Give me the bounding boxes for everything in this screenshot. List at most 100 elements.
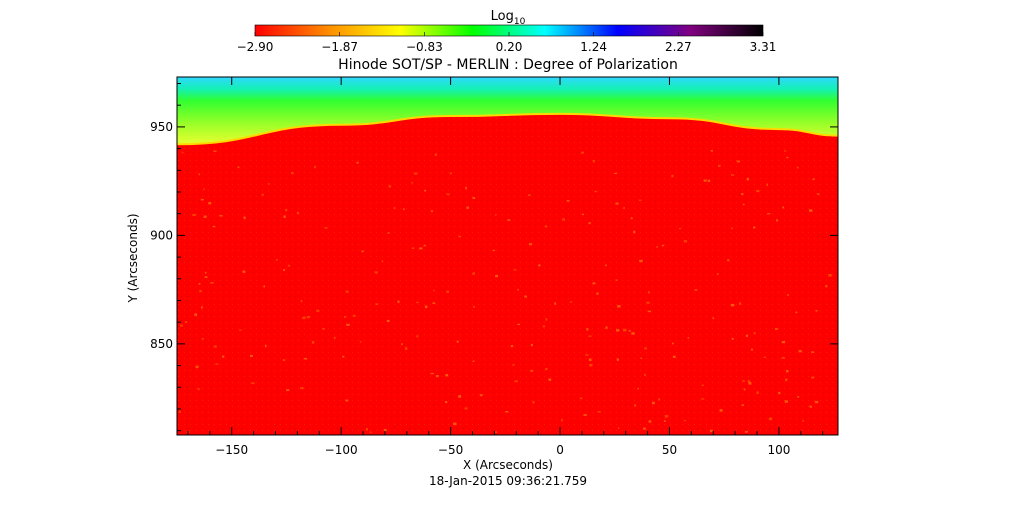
speckle <box>383 428 387 432</box>
speckle <box>709 429 713 433</box>
speckle <box>637 387 639 390</box>
speckle <box>815 310 818 312</box>
speckle <box>517 323 521 326</box>
speckle <box>185 321 188 323</box>
speckle <box>775 328 778 330</box>
speckle <box>416 335 419 338</box>
speckle <box>811 351 815 353</box>
speckle <box>465 186 467 190</box>
speckle <box>786 370 789 373</box>
speckle <box>464 407 468 410</box>
speckle <box>239 329 242 331</box>
speckle <box>446 290 450 293</box>
speckle <box>745 334 749 338</box>
speckle <box>322 328 325 330</box>
speckle <box>283 215 286 219</box>
speckle <box>424 189 427 192</box>
speckle <box>411 247 415 249</box>
speckle <box>251 382 255 385</box>
speckle <box>456 340 459 343</box>
speckle <box>286 389 290 392</box>
speckle <box>401 343 403 345</box>
speckle <box>763 356 767 358</box>
speckle <box>529 243 533 246</box>
speckle <box>510 345 514 348</box>
speckle <box>261 193 264 196</box>
timestamp: 18-Jan-2015 09:36:21.759 <box>429 474 587 488</box>
colorbar-tick-label: 0.20 <box>496 40 523 54</box>
x-tick-label: −150 <box>215 443 248 457</box>
speckle <box>616 329 620 332</box>
speckle <box>545 225 548 228</box>
speckle <box>303 357 308 360</box>
speckle <box>530 369 534 373</box>
speckle <box>545 318 548 321</box>
speckle <box>514 380 518 383</box>
speckle <box>203 188 206 190</box>
speckle <box>388 185 392 188</box>
speckle <box>694 289 698 291</box>
speckle <box>592 159 595 163</box>
speckle <box>679 227 682 230</box>
speckle <box>200 198 204 201</box>
speckle <box>581 151 585 154</box>
speckle <box>530 343 533 347</box>
speckle <box>646 301 650 304</box>
speckle <box>687 337 690 339</box>
speckle <box>283 269 286 271</box>
speckle <box>631 332 635 335</box>
speckle <box>361 250 364 253</box>
speckle <box>445 401 448 404</box>
speckle <box>449 172 452 175</box>
speckle <box>180 324 183 327</box>
speckle <box>446 193 450 196</box>
y-tick-label: 950 <box>150 120 173 134</box>
speckle <box>633 230 636 234</box>
speckle <box>192 213 196 216</box>
y-tick-label: 900 <box>150 228 173 242</box>
speckle <box>661 244 665 247</box>
speckle <box>671 174 674 178</box>
speckle <box>809 209 813 212</box>
speckle <box>628 330 631 332</box>
speckle <box>333 336 336 340</box>
speckle <box>204 276 208 279</box>
speckle <box>639 259 643 263</box>
speckle <box>664 415 669 418</box>
speckle <box>311 341 315 344</box>
speckle <box>548 378 552 381</box>
speckle <box>198 283 201 285</box>
speckle <box>767 213 771 215</box>
speckle <box>213 345 217 348</box>
speckle <box>766 183 769 187</box>
speckle <box>433 289 435 292</box>
colorbar-tick-label: −2.90 <box>237 40 274 54</box>
speckle <box>263 285 266 288</box>
speckle <box>434 153 438 156</box>
speckle <box>588 335 592 337</box>
speckle <box>658 398 661 401</box>
speckle <box>802 420 804 422</box>
speckle <box>744 430 748 433</box>
speckle <box>786 156 789 159</box>
speckle <box>743 388 746 391</box>
speckle <box>213 150 217 152</box>
speckle <box>197 387 200 391</box>
speckle <box>381 260 384 263</box>
speckle <box>387 232 390 234</box>
speckle <box>199 289 202 293</box>
speckle <box>719 409 723 412</box>
speckle <box>781 341 786 344</box>
x-tick-label: 50 <box>662 443 677 457</box>
speckle <box>707 179 711 183</box>
speckle <box>756 391 759 394</box>
speckle <box>472 272 476 275</box>
speckle <box>194 313 198 316</box>
speckle <box>727 259 730 262</box>
colorbar-tick-labels: −2.90 −1.87 −0.83 0.20 1.24 2.27 3.31 <box>237 32 776 54</box>
speckle <box>404 347 408 350</box>
speckle <box>538 264 541 267</box>
speckle <box>785 378 788 382</box>
speckle <box>615 279 618 281</box>
speckle <box>731 174 734 176</box>
